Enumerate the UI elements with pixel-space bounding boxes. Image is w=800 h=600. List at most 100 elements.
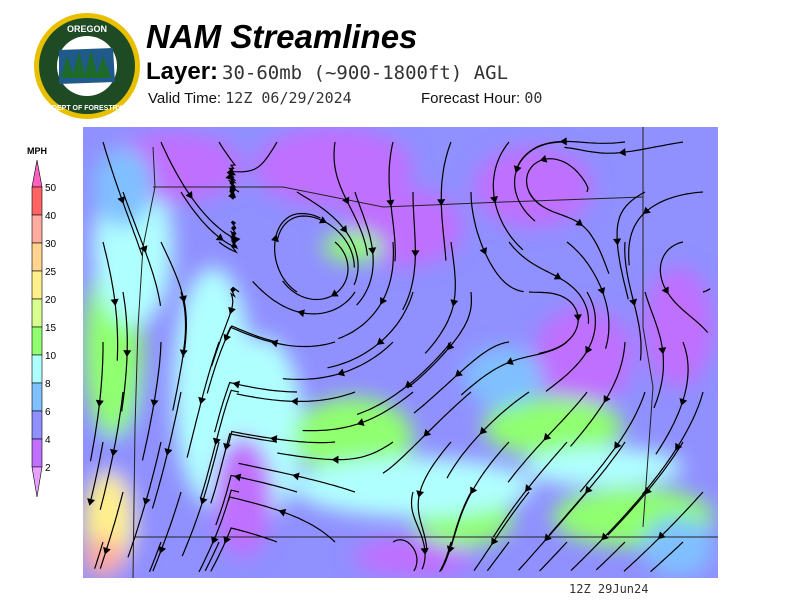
streamline-arrow xyxy=(525,484,533,492)
streamline-arrow xyxy=(109,448,118,457)
streamline-arrow xyxy=(339,225,348,233)
streamline-arrow xyxy=(110,298,119,306)
layer-info: Layer: 30-60mb (~900-1800ft) AGL xyxy=(146,58,508,86)
streamline-arrow xyxy=(479,426,488,435)
streamline xyxy=(204,541,220,572)
streamline xyxy=(148,541,162,573)
colorbar-segment xyxy=(31,186,43,216)
streamline-arrow xyxy=(601,532,609,541)
wind-speed-region xyxy=(253,127,413,207)
streamline-arrow xyxy=(211,536,219,545)
streamline xyxy=(623,491,704,572)
streamline-arrow xyxy=(331,455,339,464)
streamline xyxy=(702,288,711,293)
colorbar-tick-label: 6 xyxy=(45,407,51,418)
colorbar-overflow-triangle xyxy=(31,159,43,188)
colorbar-legend: MPH 50 40 30 25 20 15 10 8 6 4 2 xyxy=(27,146,57,498)
colorbar-tick-label: 4 xyxy=(45,435,51,446)
streamline-arrow xyxy=(423,428,432,437)
streamline-arrow xyxy=(150,399,159,407)
streamline-arrow xyxy=(158,545,167,554)
valid-time-value: 12Z 06/29/2024 xyxy=(225,89,352,107)
streamline-arrow xyxy=(585,345,593,354)
wind-speed-region xyxy=(323,232,383,262)
colorbar-tick-label: 10 xyxy=(45,351,57,362)
wind-speed-region xyxy=(463,347,543,407)
layer-label: Layer: xyxy=(146,58,219,85)
streamline-arrow xyxy=(490,196,499,204)
oregon-idaho-border xyxy=(642,127,654,528)
streamline-arrow xyxy=(228,306,236,315)
valid-time: Valid Time: 12Z 06/29/2024 xyxy=(148,89,352,107)
wind-speed-region xyxy=(643,267,713,387)
forecast-hour: Forecast Hour: 00 xyxy=(421,89,542,107)
streamline-arrow xyxy=(185,191,193,199)
streamline xyxy=(473,491,530,571)
streamline xyxy=(89,441,104,505)
streamline xyxy=(410,491,426,570)
streamline-arrow xyxy=(199,497,208,505)
coastline xyxy=(132,146,156,578)
streamline-arrow xyxy=(270,435,278,444)
colorbar-segment xyxy=(31,382,43,412)
streamline-arrow xyxy=(614,441,622,450)
streamline-arrow xyxy=(491,537,499,546)
streamline-arrow xyxy=(164,448,173,456)
streamline-arrow xyxy=(292,472,300,481)
streamline-arrow xyxy=(226,167,234,176)
chart-title: NAM Streamlines xyxy=(146,18,418,55)
colorbar-segment xyxy=(31,410,43,440)
valid-time-label: Valid Time: xyxy=(148,90,222,107)
streamline-arrow xyxy=(658,531,666,540)
streamline-arrow xyxy=(376,337,385,345)
colorbar-segment xyxy=(31,298,43,328)
streamline-arrow xyxy=(356,418,365,427)
streamline xyxy=(94,541,104,569)
streamline-arrow xyxy=(450,299,459,307)
streamline-arrow xyxy=(215,233,224,241)
wind-speed-region xyxy=(83,537,123,577)
streamline-arrow xyxy=(603,394,611,403)
streamline-arrow xyxy=(179,349,188,357)
streamline xyxy=(650,541,684,573)
forecast-hour-label: Forecast Hour: xyxy=(421,90,521,107)
streamline-arrow xyxy=(437,199,446,206)
streamline xyxy=(486,541,510,572)
oregon-department-of-forestry-logo: OREGON DEPT OF FORESTRY xyxy=(34,13,140,119)
streamline-arrow xyxy=(232,380,241,389)
colorbar-tick-label: 50 xyxy=(45,183,57,194)
wind-speed-region xyxy=(213,437,273,557)
colorbar-segment xyxy=(31,242,43,272)
streamline-arrow xyxy=(139,245,148,253)
streamline-arrow xyxy=(543,432,552,441)
streamline-arrow xyxy=(575,218,584,227)
streamline-arrow xyxy=(386,199,395,207)
streamline-arrow xyxy=(318,216,327,224)
streamline-arrow xyxy=(142,497,151,506)
colorbar-segment xyxy=(31,214,43,244)
streamline-arrow xyxy=(539,154,548,163)
streamline-arrow xyxy=(228,190,236,199)
wind-speed-region xyxy=(93,147,153,227)
streamline xyxy=(99,491,124,569)
streamline-arrow xyxy=(223,535,231,544)
streamline-arrow xyxy=(585,485,593,494)
timestamp-stamp: 12Z 29Jun24 xyxy=(569,582,649,596)
streamline-arrow xyxy=(342,196,350,205)
streamline-arrow xyxy=(553,272,562,280)
streamline-arrow xyxy=(544,533,552,542)
streamline-arrow xyxy=(679,397,688,406)
svg-text:DEPT OF FORESTRY: DEPT OF FORESTRY xyxy=(52,105,122,112)
streamline-arrow xyxy=(479,247,488,255)
colorbar-tick-label: 40 xyxy=(45,211,57,222)
columbia-river xyxy=(153,186,644,208)
streamline-arrow xyxy=(404,380,413,388)
streamline-arrow xyxy=(368,247,377,255)
layer-value: 30-60mb (~900-1800ft) AGL xyxy=(222,62,509,84)
colorbar-segment xyxy=(31,354,43,384)
streamline-arrow xyxy=(330,289,339,297)
wind-speed-region xyxy=(293,457,533,517)
wind-speed-region xyxy=(483,397,623,457)
streamline-arrow xyxy=(87,498,95,506)
colorbar-underflow-triangle xyxy=(31,466,43,498)
